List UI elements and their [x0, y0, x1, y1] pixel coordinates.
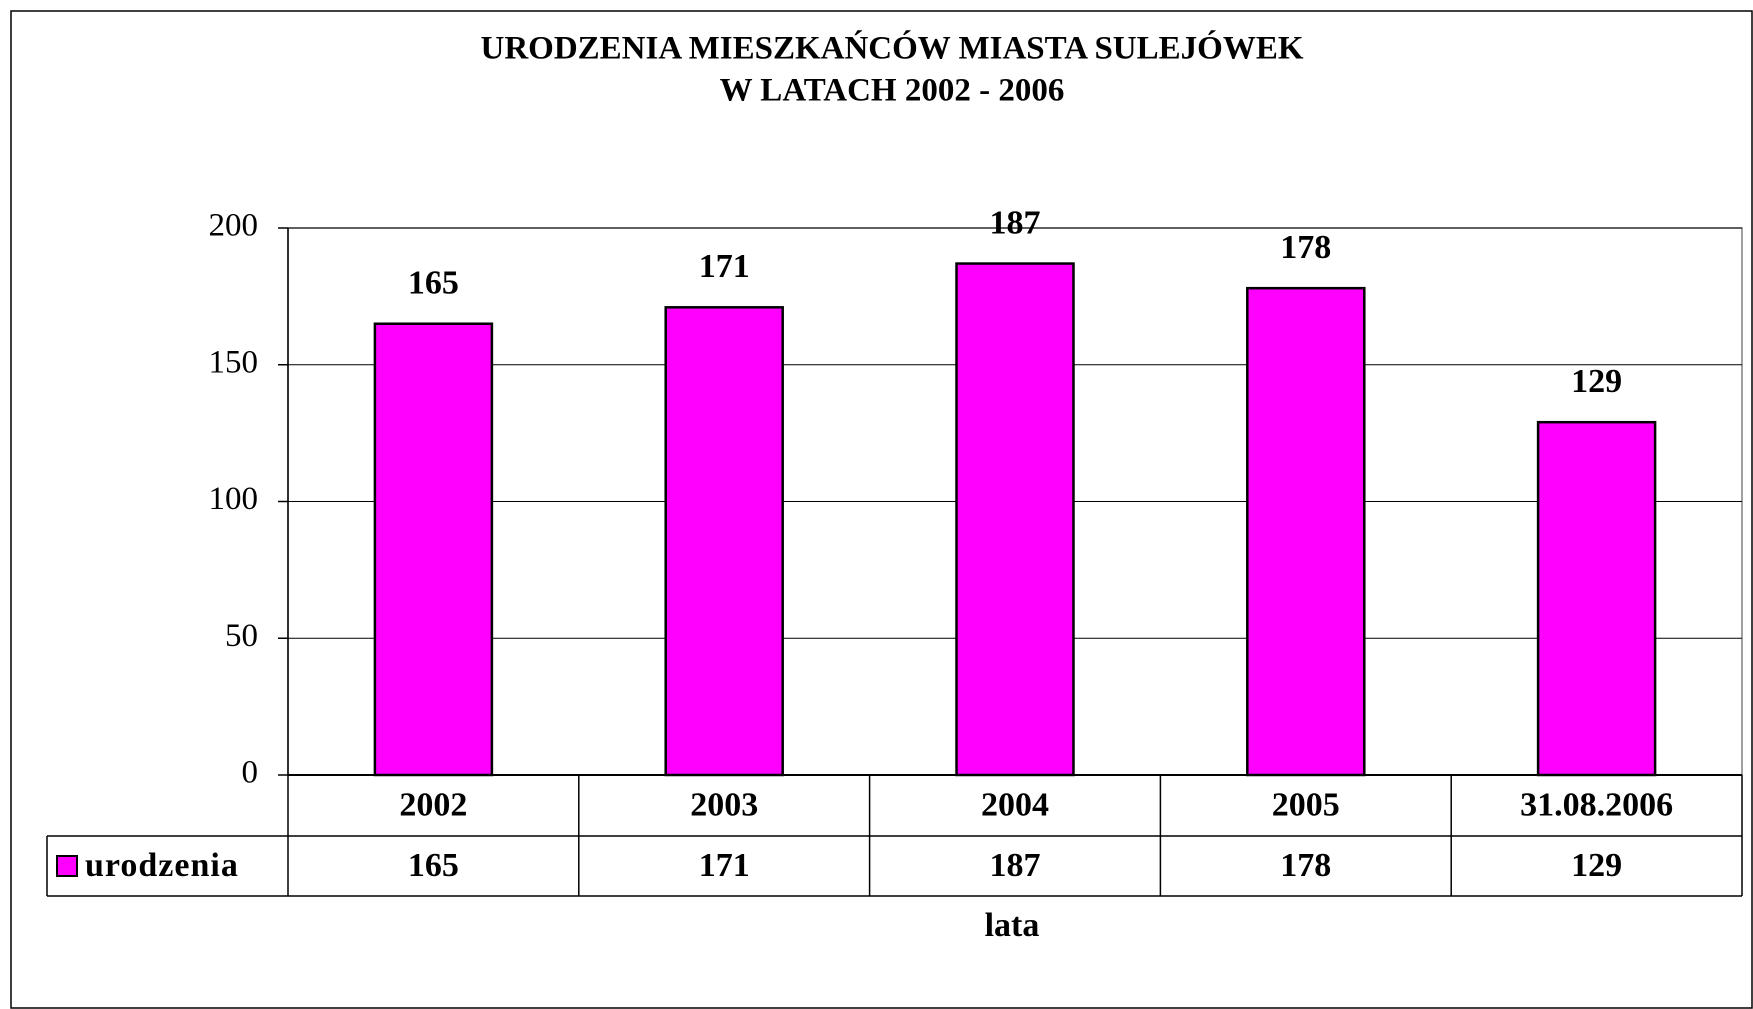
x-axis-label: lata — [985, 907, 1040, 944]
value-label: 129 — [1571, 363, 1622, 400]
value-label: 171 — [699, 248, 750, 285]
y-tick-label: 150 — [209, 344, 259, 380]
table-value: 129 — [1571, 847, 1622, 884]
chart-title: W LATACH 2002 - 2006 — [720, 73, 1065, 109]
bar — [955, 262, 1075, 777]
x-tick-label: 2004 — [981, 786, 1049, 823]
value-label: 178 — [1280, 229, 1331, 266]
y-tick-label: 0 — [242, 755, 259, 791]
x-tick-label: 2005 — [1272, 786, 1340, 823]
x-tick-label: 2003 — [690, 786, 758, 823]
x-tick-label: 31.08.2006 — [1520, 786, 1673, 823]
y-tick-label: 50 — [225, 618, 258, 654]
bar — [373, 322, 494, 777]
table-value: 187 — [990, 847, 1041, 884]
y-tick-label: 100 — [209, 481, 259, 517]
bar — [1246, 286, 1366, 777]
table-value: 171 — [699, 847, 750, 884]
x-tick-label: 2002 — [399, 786, 467, 823]
table-value: 178 — [1280, 847, 1331, 884]
bar — [664, 306, 784, 777]
y-tick-label: 200 — [209, 208, 259, 244]
value-label: 187 — [990, 204, 1041, 241]
table-value: 165 — [408, 847, 459, 884]
value-label: 165 — [408, 265, 459, 302]
chart-border — [10, 10, 1753, 1009]
bar — [1536, 420, 1657, 777]
chart-title: URODZENIA MIESZKAŃCÓW MIASTA SULEJÓWEK — [480, 29, 1303, 67]
legend-swatch — [56, 855, 78, 877]
legend-label: urodzenia — [85, 847, 239, 884]
